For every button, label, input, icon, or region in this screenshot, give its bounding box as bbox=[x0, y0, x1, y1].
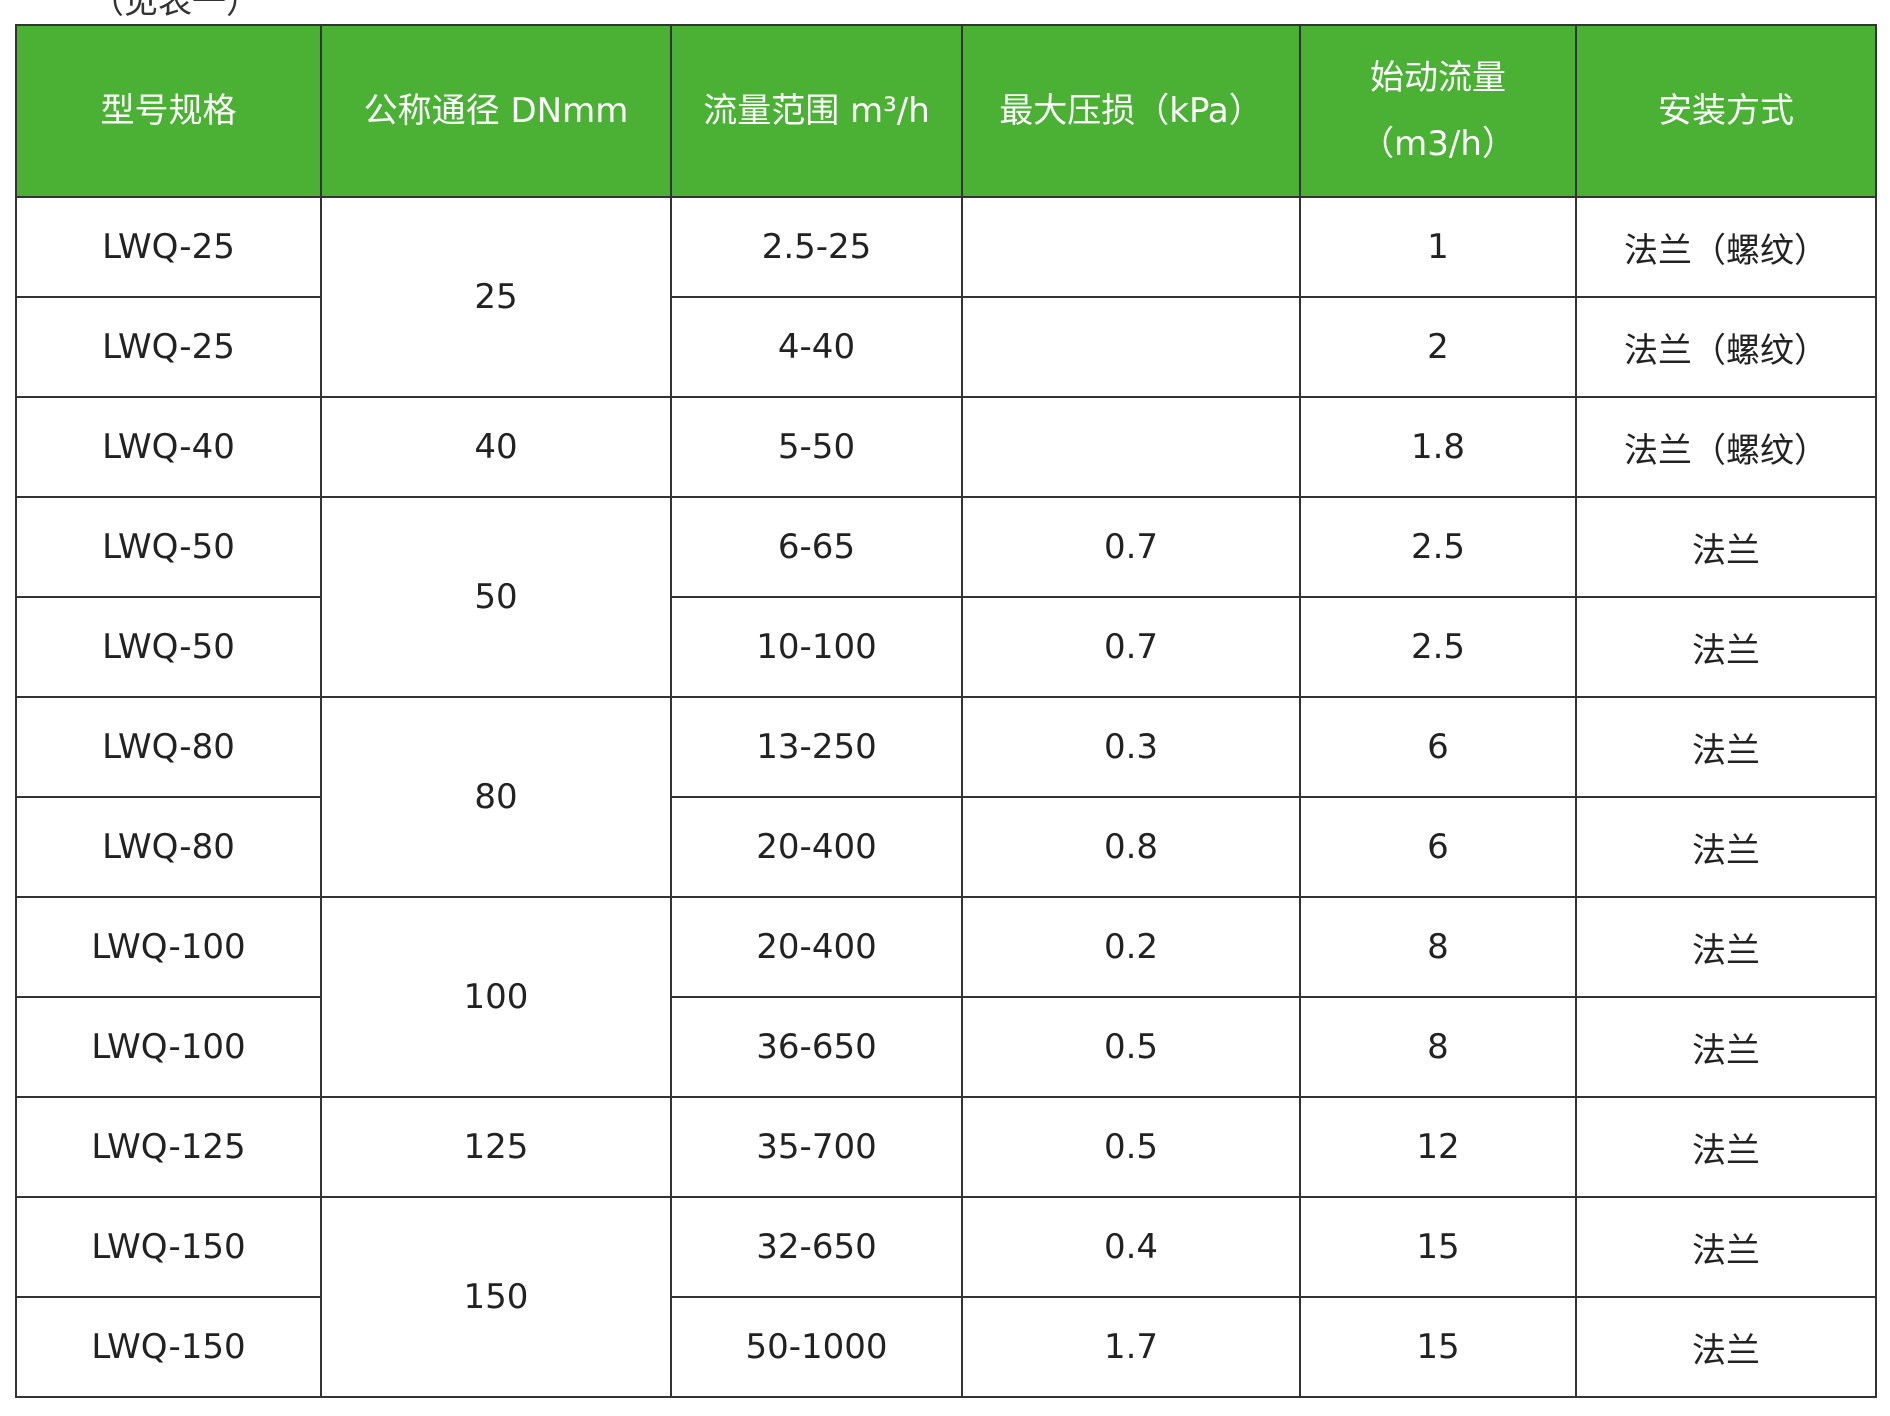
table-cell: 12 bbox=[1299, 1096, 1577, 1198]
table-cell: 15 bbox=[1299, 1296, 1577, 1398]
table-cell: 6 bbox=[1299, 796, 1577, 898]
header-row: 型号规格 公称通径 DNmm 流量范围 m³/h 最大压损（kPa） 始动流量 （m3/h… bbox=[15, 24, 1877, 198]
table-cell: LWQ-100 bbox=[15, 896, 322, 998]
table-cell: 32-650 bbox=[670, 1196, 963, 1298]
table-cell: 1 bbox=[1299, 196, 1577, 298]
spec-table: 型号规格 公称通径 DNmm 流量范围 m³/h 最大压损（kPa） 始动流量 （m3/h… bbox=[15, 24, 1877, 1398]
table-row: LWQ-25 4-40 2 法兰（螺纹） bbox=[15, 296, 1877, 398]
table-cell: LWQ-100 bbox=[15, 996, 322, 1098]
table-cell: 法兰 bbox=[1575, 1296, 1877, 1398]
table-cell: 法兰（螺纹） bbox=[1575, 196, 1877, 298]
table-row: LWQ-50 10-100 0.7 2.5 法兰 bbox=[15, 596, 1877, 698]
table-cell bbox=[961, 296, 1301, 398]
dn-cell: 25 bbox=[320, 196, 672, 398]
table-cell: 法兰 bbox=[1575, 696, 1877, 798]
table-cell: LWQ-25 bbox=[15, 196, 322, 298]
table-cell: 0.5 bbox=[961, 996, 1301, 1098]
table-row: LWQ-150 50-1000 1.7 15 法兰 bbox=[15, 1296, 1877, 1398]
table-cell: 0.5 bbox=[961, 1096, 1301, 1198]
header-line: （m3/h） bbox=[1360, 124, 1516, 164]
header-cell: 型号规格 bbox=[15, 24, 322, 198]
dn-cell: 80 bbox=[320, 696, 672, 898]
table-cell: 2.5 bbox=[1299, 496, 1577, 598]
table-cell: 15 bbox=[1299, 1196, 1577, 1298]
table-row: LWQ-80 20-400 0.8 6 法兰 bbox=[15, 796, 1877, 898]
table-cell: 0.8 bbox=[961, 796, 1301, 898]
table-cell: 2.5 bbox=[1299, 596, 1577, 698]
table-cell: 6 bbox=[1299, 696, 1577, 798]
table-cell: 2.5-25 bbox=[670, 196, 963, 298]
table-row: LWQ-40 40 5-50 1.8 法兰（螺纹） bbox=[15, 396, 1877, 498]
table-cell: 0.7 bbox=[961, 596, 1301, 698]
table-cell: 4-40 bbox=[670, 296, 963, 398]
table-row: LWQ-25 25 2.5-25 1 法兰（螺纹） bbox=[15, 196, 1877, 398]
table-cell: 8 bbox=[1299, 996, 1577, 1098]
table-cell: LWQ-80 bbox=[15, 696, 322, 798]
table-row: LWQ-100 100 20-400 0.2 8 法兰 bbox=[15, 896, 1877, 1098]
table-cell: 法兰 bbox=[1575, 596, 1877, 698]
table-cell: 法兰 bbox=[1575, 1096, 1877, 1198]
table-cell: 6-65 bbox=[670, 496, 963, 598]
table-cell: 20-400 bbox=[670, 896, 963, 998]
table-cell: LWQ-40 bbox=[15, 396, 322, 498]
table-cell: 0.4 bbox=[961, 1196, 1301, 1298]
table-row: LWQ-150 150 32-650 0.4 15 法兰 bbox=[15, 1196, 1877, 1398]
table-cell bbox=[961, 396, 1301, 498]
table-cell: 法兰 bbox=[1575, 796, 1877, 898]
table-row: LWQ-125 125 35-700 0.5 12 法兰 bbox=[15, 1096, 1877, 1198]
table-cell: 1.7 bbox=[961, 1296, 1301, 1398]
table-cell: 法兰 bbox=[1575, 996, 1877, 1098]
table-cell: 10-100 bbox=[670, 596, 963, 698]
dn-cell: 125 bbox=[320, 1096, 672, 1198]
table-cell: LWQ-125 bbox=[15, 1096, 322, 1198]
table-cell: 35-700 bbox=[670, 1096, 963, 1198]
table-cell: 13-250 bbox=[670, 696, 963, 798]
table-row: LWQ-80 80 13-250 0.3 6 法兰 bbox=[15, 696, 1877, 898]
header-cell: 流量范围 m³/h bbox=[670, 24, 963, 198]
header-line: 始动流量 bbox=[1370, 58, 1506, 98]
table-cell: LWQ-80 bbox=[15, 796, 322, 898]
table-cell: 0.7 bbox=[961, 496, 1301, 598]
table-cell: 36-650 bbox=[670, 996, 963, 1098]
header-cell: 始动流量 （m3/h） bbox=[1299, 24, 1577, 198]
table-cell: 法兰（螺纹） bbox=[1575, 396, 1877, 498]
table-cell: 法兰 bbox=[1575, 496, 1877, 598]
table-cell: 法兰 bbox=[1575, 1196, 1877, 1298]
dn-cell: 100 bbox=[320, 896, 672, 1098]
table-cell: 法兰 bbox=[1575, 896, 1877, 998]
table-row: LWQ-100 36-650 0.5 8 法兰 bbox=[15, 996, 1877, 1098]
caption: （见表一） bbox=[90, 0, 260, 22]
header-cell: 安装方式 bbox=[1575, 24, 1877, 198]
table-cell: 法兰（螺纹） bbox=[1575, 296, 1877, 398]
table-cell: 2 bbox=[1299, 296, 1577, 398]
header-cell: 公称通径 DNmm bbox=[320, 24, 672, 198]
table-cell: LWQ-50 bbox=[15, 496, 322, 598]
table-cell: 8 bbox=[1299, 896, 1577, 998]
table-cell: 5-50 bbox=[670, 396, 963, 498]
header-cell: 最大压损（kPa） bbox=[961, 24, 1301, 198]
table-cell: 1.8 bbox=[1299, 396, 1577, 498]
table-cell: 0.3 bbox=[961, 696, 1301, 798]
table-row: LWQ-50 50 6-65 0.7 2.5 法兰 bbox=[15, 496, 1877, 698]
table-cell: 20-400 bbox=[670, 796, 963, 898]
table-cell: 0.2 bbox=[961, 896, 1301, 998]
dn-cell: 40 bbox=[320, 396, 672, 498]
table-cell bbox=[961, 196, 1301, 298]
table-cell: LWQ-25 bbox=[15, 296, 322, 398]
dn-cell: 50 bbox=[320, 496, 672, 698]
table-cell: 50-1000 bbox=[670, 1296, 963, 1398]
table-cell: LWQ-50 bbox=[15, 596, 322, 698]
dn-cell: 150 bbox=[320, 1196, 672, 1398]
table-cell: LWQ-150 bbox=[15, 1196, 322, 1298]
table-cell: LWQ-150 bbox=[15, 1296, 322, 1398]
